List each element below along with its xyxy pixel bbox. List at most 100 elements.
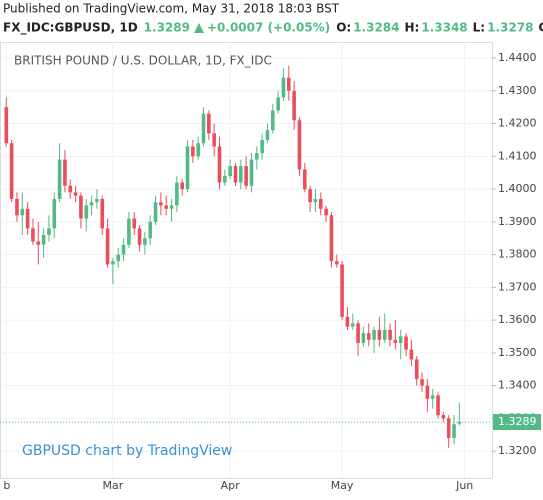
- candle-body: [185, 146, 190, 190]
- chart-title: BRITISH POUND / U.S. DOLLAR, 1D, FX_IDC: [14, 54, 272, 68]
- candle-body: [308, 189, 312, 203]
- candle-body: [95, 198, 99, 203]
- x-tick-label: b: [3, 479, 10, 492]
- candle-body: [388, 329, 392, 340]
- candle-body: [148, 221, 153, 239]
- candle-body: [4, 107, 9, 144]
- last-price: 1.3289: [144, 21, 190, 35]
- candle-body: [175, 182, 179, 206]
- y-tick-label: 1.3900: [498, 215, 537, 228]
- candle-body: [425, 385, 430, 399]
- candle-body: [137, 228, 142, 245]
- candle-body: [324, 208, 328, 216]
- candle-body: [121, 244, 126, 255]
- y-tick-label: 1.4000: [498, 182, 537, 195]
- candle-body: [132, 218, 137, 229]
- y-tick-label: 1.3500: [498, 346, 537, 359]
- candle-body: [68, 185, 73, 193]
- candle-body: [271, 110, 275, 131]
- candle-body: [345, 316, 350, 327]
- candle-body: [366, 333, 371, 340]
- candle-body: [20, 208, 25, 216]
- x-tick-label: Jun: [455, 479, 473, 492]
- candle-body: [329, 215, 334, 262]
- candle-body: [233, 166, 238, 183]
- ohlc-value: 1.3284: [353, 21, 399, 35]
- y-tick-label: 1.4200: [498, 117, 537, 130]
- ohlc-label: O:: [336, 21, 351, 35]
- candle-body: [356, 323, 360, 344]
- candle-body: [340, 264, 344, 317]
- up-arrow: [193, 23, 204, 33]
- x-tick-label: May: [331, 479, 354, 492]
- candle-body: [217, 146, 222, 183]
- candle-body: [286, 77, 291, 91]
- last-price-box: [493, 413, 541, 430]
- y-tick-label: 1.3400: [498, 379, 537, 392]
- candle-body: [372, 329, 376, 340]
- candle-body: [377, 329, 382, 340]
- candle-body: [239, 166, 243, 183]
- candle-body: [31, 228, 35, 242]
- candle-body: [169, 205, 174, 209]
- candle-body: [36, 241, 41, 245]
- candle-body: [25, 208, 30, 229]
- candle-body: [100, 198, 105, 229]
- candle-body: [201, 113, 206, 144]
- candle-body: [457, 421, 462, 424]
- candle-body: [191, 146, 195, 157]
- candle-body: [276, 97, 280, 111]
- candle-body: [9, 143, 14, 199]
- candle-body: [105, 228, 110, 265]
- candle-body: [249, 159, 254, 186]
- x-tick-label: Mar: [103, 479, 124, 492]
- candle-body: [404, 336, 408, 350]
- x-tick-label: Apr: [221, 479, 241, 492]
- candle-body: [260, 139, 264, 154]
- published-line: Published on TradingView.com, May 31, 20…: [3, 2, 340, 16]
- candle-body: [446, 418, 451, 439]
- candle-body: [382, 329, 387, 340]
- candle-body: [393, 339, 398, 344]
- y-tick-label: 1.3200: [498, 444, 537, 457]
- candle-body: [153, 202, 158, 222]
- symbol: FX_IDC:GBPUSD, 1D: [3, 21, 138, 36]
- candle-body: [350, 323, 355, 327]
- y-tick-label: 1.4300: [498, 84, 537, 97]
- candle-body: [84, 205, 89, 219]
- y-tick-label: 1.3800: [498, 248, 537, 261]
- y-tick-label: 1.4100: [498, 149, 537, 162]
- candle-body: [441, 415, 446, 419]
- candle-body: [255, 153, 259, 160]
- candle-body: [73, 192, 78, 196]
- plot-frame: [0, 42, 493, 479]
- candle-body: [228, 166, 232, 176]
- last-price-label: 1.3289: [498, 415, 537, 428]
- candle-body: [414, 359, 419, 380]
- candle-body: [281, 77, 286, 98]
- candle-body: [297, 120, 302, 170]
- candle-body: [212, 133, 216, 147]
- watermark: GBPUSD chart by TradingView: [22, 443, 232, 459]
- candle-body: [196, 143, 200, 157]
- ohlc-value: 1.3348: [421, 21, 467, 35]
- y-tick-label: 1.3600: [498, 313, 537, 326]
- candle-body: [420, 379, 424, 386]
- candle-body: [207, 113, 211, 134]
- candle-body: [452, 424, 456, 439]
- ohlc-label: H:: [405, 21, 420, 35]
- candle-body: [292, 90, 296, 121]
- candle-body: [313, 198, 318, 203]
- candle-body: [436, 395, 440, 416]
- candle-body: [318, 198, 323, 209]
- candle-body: [244, 166, 248, 186]
- ohlc-value: 1.3278: [487, 21, 533, 35]
- candle-body: [116, 254, 121, 262]
- candle-body: [159, 202, 163, 206]
- y-tick-label: 1.4400: [498, 51, 537, 64]
- candle-body: [361, 333, 366, 344]
- grid: [0, 42, 496, 478]
- candle-body: [302, 169, 307, 190]
- candle-body: [89, 202, 94, 206]
